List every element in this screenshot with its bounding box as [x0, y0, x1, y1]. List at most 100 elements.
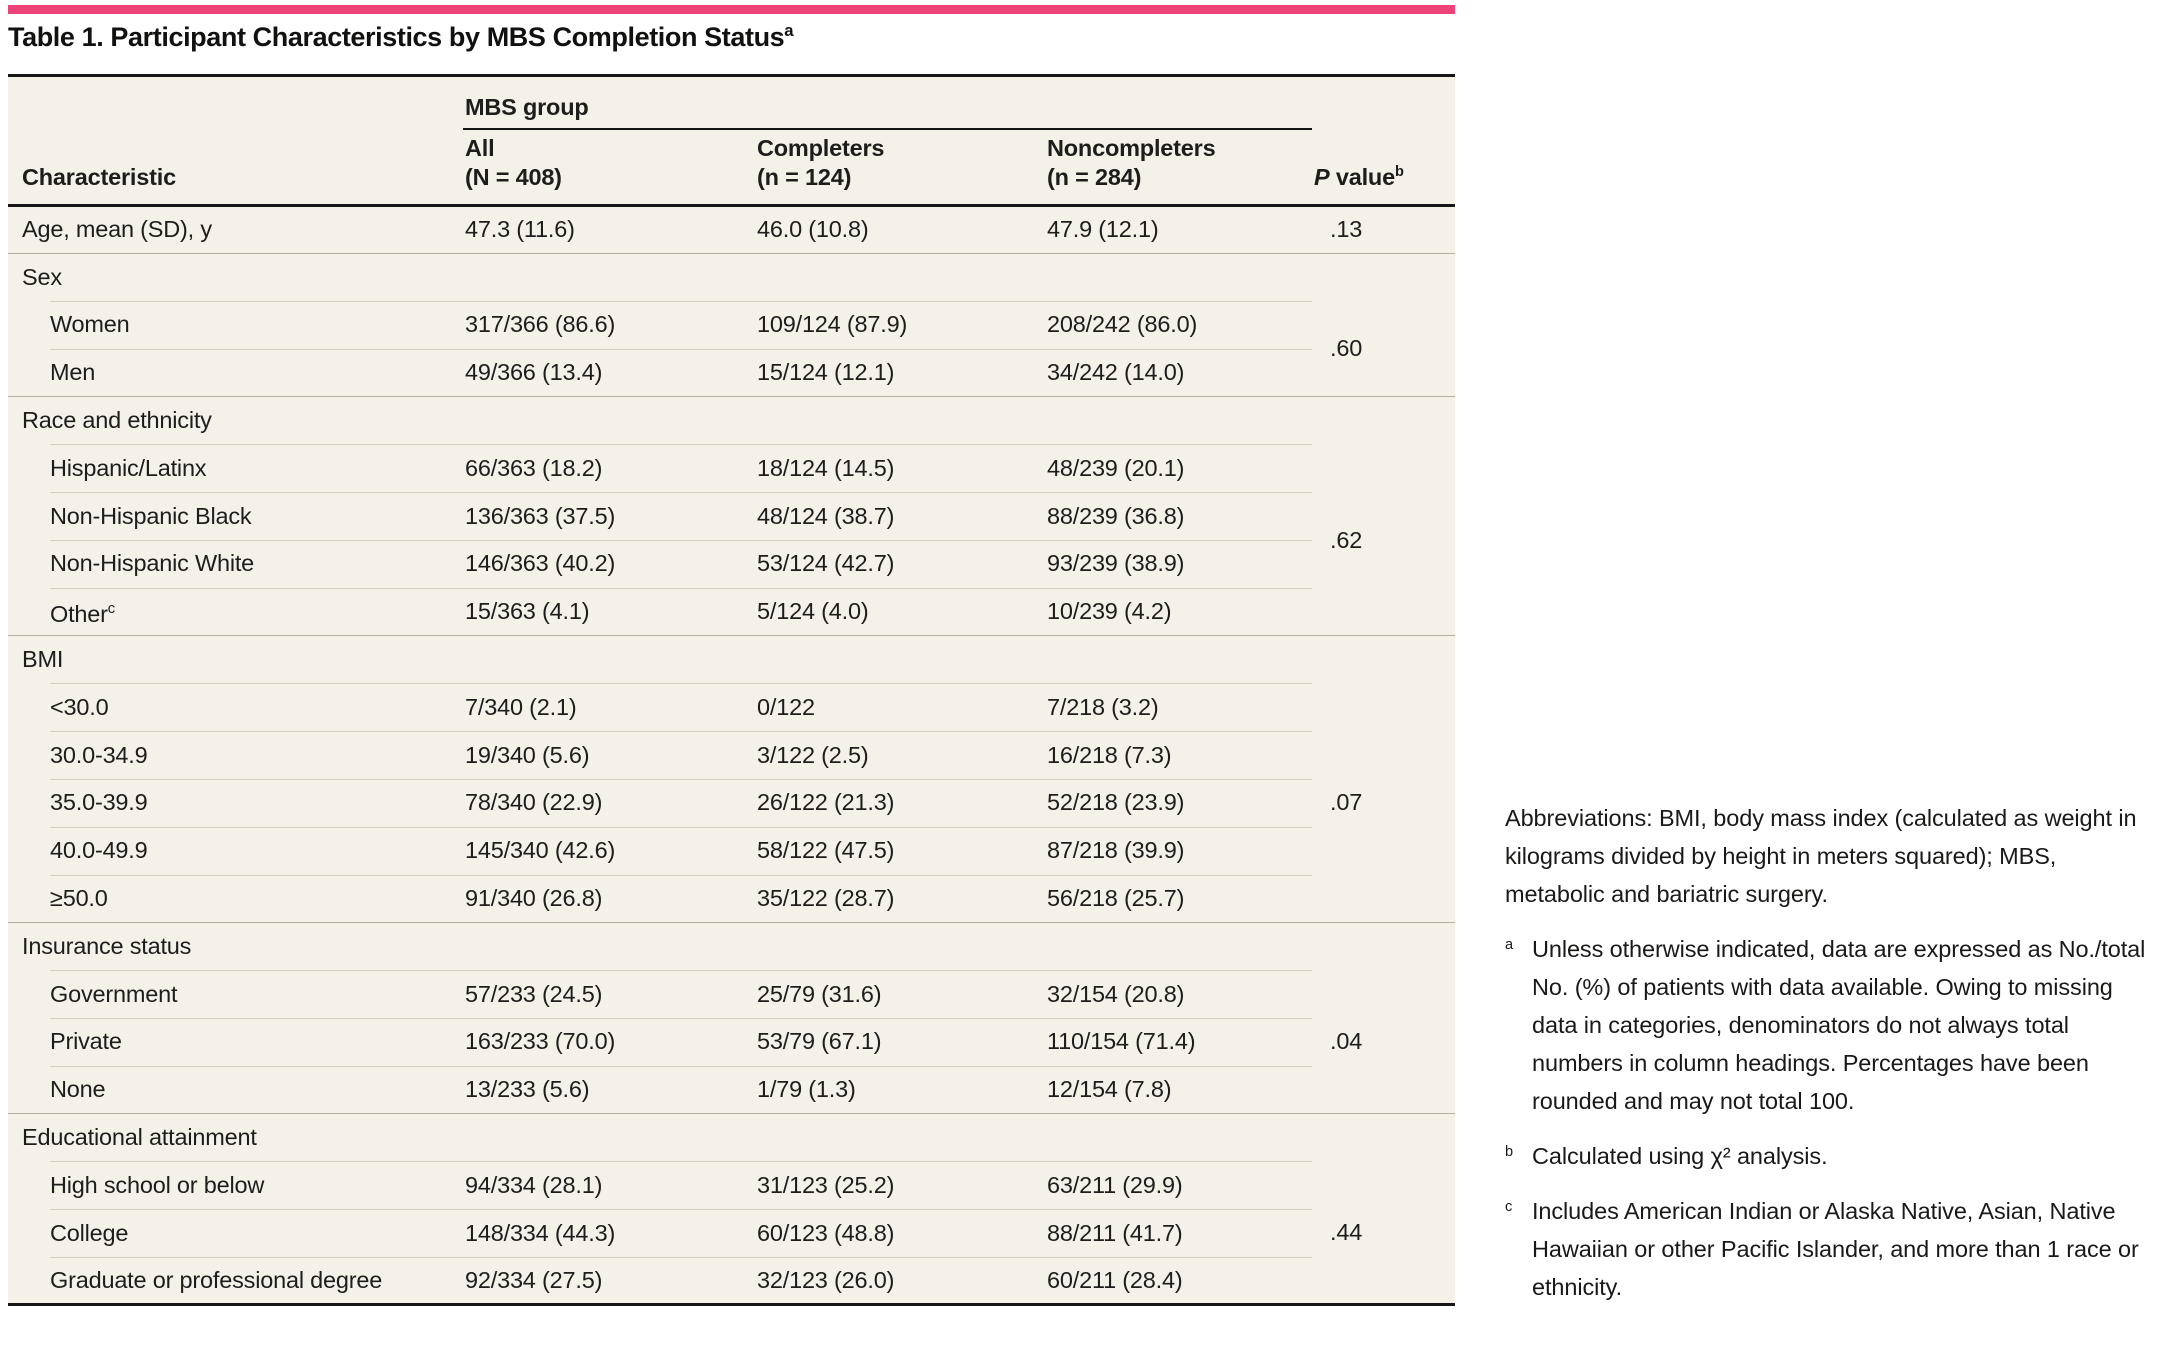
p-value-cell: .44	[1312, 1113, 1456, 1305]
cell-value: 12/154 (7.8)	[1045, 1065, 1313, 1114]
cell-value: 47.9 (12.1)	[1047, 216, 1159, 243]
cell-value: 53/79 (67.1)	[755, 1018, 1045, 1066]
group-header-row: MBS group	[8, 75, 1455, 130]
cell-value: 60/123 (48.8)	[755, 1209, 1045, 1258]
cell-value: 34/242 (14.0)	[1045, 348, 1313, 397]
table-row: Government 57/233 (24.5) 25/79 (31.6) 32/15…	[8, 970, 1455, 1019]
cell-value: 56/218 (25.7)	[1045, 874, 1313, 923]
table-row: Private 163/233 (70.0) 53/79 (67.1) 110/154…	[8, 1018, 1455, 1066]
column-header-noncompleters-sublabel: (n = 284)	[1047, 164, 1142, 190]
row-label: Non-Hispanic Black	[8, 492, 463, 541]
cell-value: 16/218 (7.3)	[1045, 731, 1313, 780]
cell-value: 46.0 (10.8)	[757, 216, 869, 243]
row-label: Private	[8, 1018, 463, 1066]
cell-value: 1/79 (1.3)	[755, 1065, 1045, 1114]
footnote-text: Calculated using χ² analysis.	[1532, 1143, 1828, 1169]
column-header-pvalue-rest: value	[1329, 164, 1395, 190]
group-header-spacer-right	[1312, 76, 1455, 129]
p-value-cell: .07	[1312, 635, 1456, 923]
table-row: None 13/233 (5.6) 1/79 (1.3) 12/154 (7.8)	[8, 1065, 1455, 1114]
section-header-row: BMI .07	[8, 635, 1456, 923]
cell-value: 32/154 (20.8)	[1045, 970, 1313, 1019]
column-header-noncompleters: Noncompleters (n = 284)	[1045, 128, 1313, 207]
table-title-text: Table 1. Participant Characteristics by …	[8, 22, 785, 52]
cell-value: 18/124 (14.5)	[755, 444, 1045, 493]
cell-value: 31/123 (25.2)	[755, 1161, 1045, 1210]
cell-value: 32/123 (26.0)	[755, 1257, 1045, 1305]
row-label: <30.0	[8, 683, 463, 732]
cell-value: 5/124 (4.0)	[755, 587, 1045, 636]
section-header-label: BMI	[8, 635, 1313, 684]
row-label: Age, mean (SD), y	[22, 216, 212, 243]
table-row: <30.0 7/340 (2.1) 0/122 7/218 (3.2)	[8, 683, 1455, 732]
cell-value: 136/363 (37.5)	[463, 492, 755, 541]
row-label: 40.0-49.9	[8, 826, 463, 875]
cell-value: 78/340 (22.9)	[463, 779, 755, 827]
p-value-cell: .60	[1312, 252, 1456, 397]
footnote-text: Includes American Indian or Alaska Nativ…	[1532, 1198, 2139, 1300]
cell-value: 48/124 (38.7)	[755, 492, 1045, 541]
cell-value: 148/334 (44.3)	[463, 1209, 755, 1258]
column-header-completers-label: Completers	[757, 135, 885, 161]
cell-value: 57/233 (24.5)	[463, 970, 755, 1019]
cell-value: 88/239 (36.8)	[1045, 492, 1313, 541]
abbreviations-note: Abbreviations: BMI, body mass index (cal…	[1505, 805, 2137, 907]
cell-value: 88/211 (41.7)	[1045, 1209, 1313, 1258]
p-value-cell: .04	[1312, 921, 1456, 1114]
table-row: Age, mean (SD), y 47.3 (11.6) 46.0 (10.8) 4…	[8, 206, 1455, 254]
cell-value: 3/122 (2.5)	[755, 731, 1045, 780]
footnotes-panel: Abbreviations: BMI, body mass index (cal…	[1505, 799, 2153, 1323]
row-label: Men	[8, 348, 463, 397]
section-header-label: Insurance status	[8, 921, 1313, 971]
cell-value: 91/340 (26.8)	[463, 874, 755, 923]
cell-value: 15/363 (4.1)	[463, 587, 755, 636]
cell-value: 208/242 (86.0)	[1045, 301, 1313, 349]
table-row: Otherc 15/363 (4.1) 5/124 (4.0) 10/239 (4.2…	[8, 587, 1455, 636]
section-header-row: Race and ethnicity .62	[8, 396, 1456, 636]
section-header-row: Insurance status .04	[8, 921, 1456, 1114]
cell-value: 26/122 (21.3)	[755, 779, 1045, 827]
cell-value: 35/122 (28.7)	[755, 874, 1045, 923]
cell-value: 93/239 (38.9)	[1045, 540, 1313, 588]
footnote-list: a Unless otherwise indicated, data are ex…	[1505, 930, 2153, 1306]
cell-value: 52/218 (23.9)	[1045, 779, 1313, 827]
column-header-characteristic: Characteristic	[8, 128, 463, 207]
table-head: MBS group Characteristic All (N = 408) C…	[8, 75, 1456, 207]
group-header-spacer-left	[8, 76, 463, 129]
column-header-completers-sublabel: (n = 124)	[757, 164, 852, 190]
table-row: Non-Hispanic Black 136/363 (37.5) 48/124 (…	[8, 492, 1455, 541]
row-label: ≥50.0	[8, 874, 463, 923]
cell-value: 47.3 (11.6)	[465, 216, 575, 243]
table-row: 30.0-34.9 19/340 (5.6) 3/122 (2.5) 16/218 (…	[8, 731, 1455, 780]
row-label: 30.0-34.9	[8, 731, 463, 780]
section-header-label: Race and ethnicity	[8, 396, 1313, 445]
section-header-row: Sex .60	[8, 252, 1456, 397]
cell-value: 0/122	[755, 683, 1045, 732]
footnote-marker: b	[1505, 1144, 1513, 1160]
table-row: 40.0-49.9 145/340 (42.6) 58/122 (47.5) 87/2…	[8, 826, 1455, 875]
row-label: 35.0-39.9	[8, 779, 463, 827]
row-label: Non-Hispanic White	[8, 540, 463, 588]
cell-value: 48/239 (20.1)	[1045, 444, 1313, 493]
cell-value: 53/124 (42.7)	[755, 540, 1045, 588]
table-row: Women 317/366 (86.6) 109/124 (87.9) 208/242…	[8, 301, 1455, 349]
footnote-marker: a	[1505, 937, 1513, 953]
row-label: None	[8, 1065, 463, 1114]
cell-value: 60/211 (28.4)	[1045, 1257, 1313, 1305]
footnote-c: c Includes American Indian or Alaska Nati…	[1505, 1192, 2153, 1306]
cell-value: 58/122 (47.5)	[755, 826, 1045, 875]
row-label: Government	[8, 970, 463, 1019]
footnote-a: a Unless otherwise indicated, data are ex…	[1505, 930, 2153, 1120]
table-row: ≥50.0 91/340 (26.8) 35/122 (28.7) 56/218 (2…	[8, 874, 1455, 923]
characteristics-table: MBS group Characteristic All (N = 408) C…	[8, 74, 1456, 1307]
cell-value: 92/334 (27.5)	[463, 1257, 755, 1305]
column-header-all-label: All	[465, 135, 495, 161]
cell-value: 146/363 (40.2)	[463, 540, 755, 588]
cell-value: 94/334 (28.1)	[463, 1161, 755, 1210]
cell-value: 7/340 (2.1)	[463, 683, 755, 732]
cell-value: 25/79 (31.6)	[755, 970, 1045, 1019]
section-header-row: Educational attainment .44	[8, 1113, 1456, 1305]
table-row: Graduate or professional degree 92/334 (2…	[8, 1257, 1455, 1305]
cell-value: 10/239 (4.2)	[1045, 587, 1313, 636]
cell-value: 49/366 (13.4)	[463, 348, 755, 397]
